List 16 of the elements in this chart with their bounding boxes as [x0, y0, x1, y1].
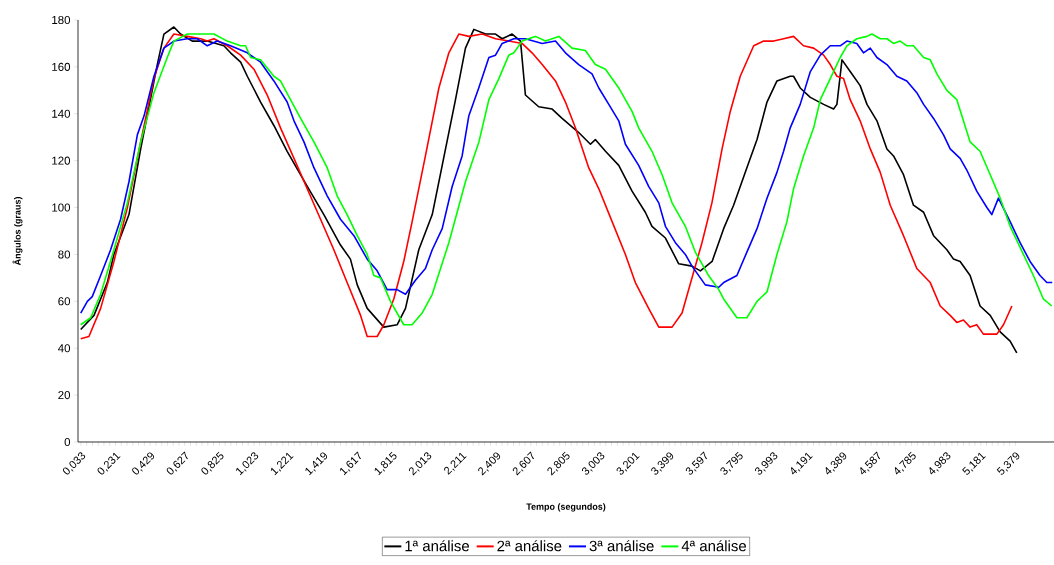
- y-tick-label: 0: [64, 437, 71, 447]
- legend-label: 2ª análise: [497, 540, 562, 552]
- legend-label: 3ª análise: [589, 540, 654, 552]
- legend-label: 4ª análise: [681, 540, 746, 552]
- y-axis-title: Ângulos (graus): [12, 197, 23, 266]
- legend-label: 1ª análise: [405, 540, 469, 552]
- y-tick-label: 40: [58, 344, 71, 353]
- y-tick-label: 180: [52, 15, 71, 25]
- y-tick-label: 140: [52, 109, 71, 118]
- y-tick-label: 20: [58, 391, 71, 400]
- x-axis-title: Tempo (segundos): [526, 503, 606, 512]
- y-tick-label: 160: [52, 62, 71, 71]
- y-tick-label: 80: [58, 250, 71, 259]
- y-tick-label: 100: [52, 203, 71, 212]
- y-tick-label: 60: [58, 297, 71, 306]
- y-tick-label: 120: [52, 156, 71, 165]
